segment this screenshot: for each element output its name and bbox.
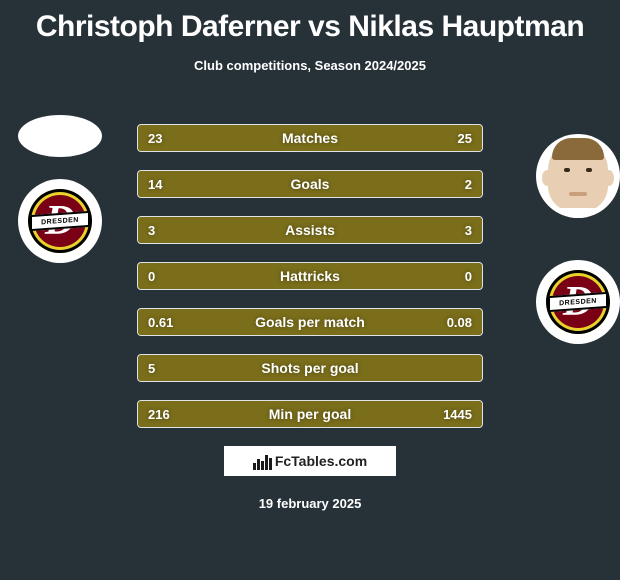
stat-fill-left — [138, 263, 310, 289]
player-right-club-crest: D DRESDEN — [536, 260, 620, 344]
stat-row: Goals per match0.610.08 — [137, 308, 483, 336]
player-left-avatar — [18, 115, 102, 157]
stat-fill-right — [442, 309, 482, 335]
page-subtitle: Club competitions, Season 2024/2025 — [0, 58, 620, 73]
stat-row: Min per goal2161445 — [137, 400, 483, 428]
stat-row: Shots per goal5 — [137, 354, 483, 382]
stat-row: Assists33 — [137, 216, 483, 244]
stat-fill-left — [138, 401, 183, 427]
stat-row: Matches2325 — [137, 124, 483, 152]
stat-fill-left — [138, 355, 482, 381]
page-title: Christoph Daferner vs Niklas Hauptman — [0, 0, 620, 44]
stat-fill-left — [138, 125, 303, 151]
stat-fill-right — [439, 171, 482, 197]
stat-fill-left — [138, 217, 310, 243]
stat-fill-left — [138, 171, 439, 197]
brand-bars-icon — [253, 452, 271, 470]
footer-date: 19 february 2025 — [0, 496, 620, 511]
stat-fill-left — [138, 309, 442, 335]
comparison-bars: Matches2325 Goals142 Assists33 Hattricks00 G… — [137, 124, 483, 446]
stat-fill-right — [183, 401, 482, 427]
footer-brand-box: FcTables.com — [224, 446, 396, 476]
player-right-avatar — [536, 134, 620, 218]
stat-fill-right — [310, 217, 482, 243]
stat-fill-right — [303, 125, 482, 151]
player-left-club-crest: D DRESDEN — [18, 179, 102, 263]
stat-row: Hattricks00 — [137, 262, 483, 290]
stat-fill-right — [310, 263, 482, 289]
footer-brand-text: FcTables.com — [275, 453, 367, 469]
stat-row: Goals142 — [137, 170, 483, 198]
